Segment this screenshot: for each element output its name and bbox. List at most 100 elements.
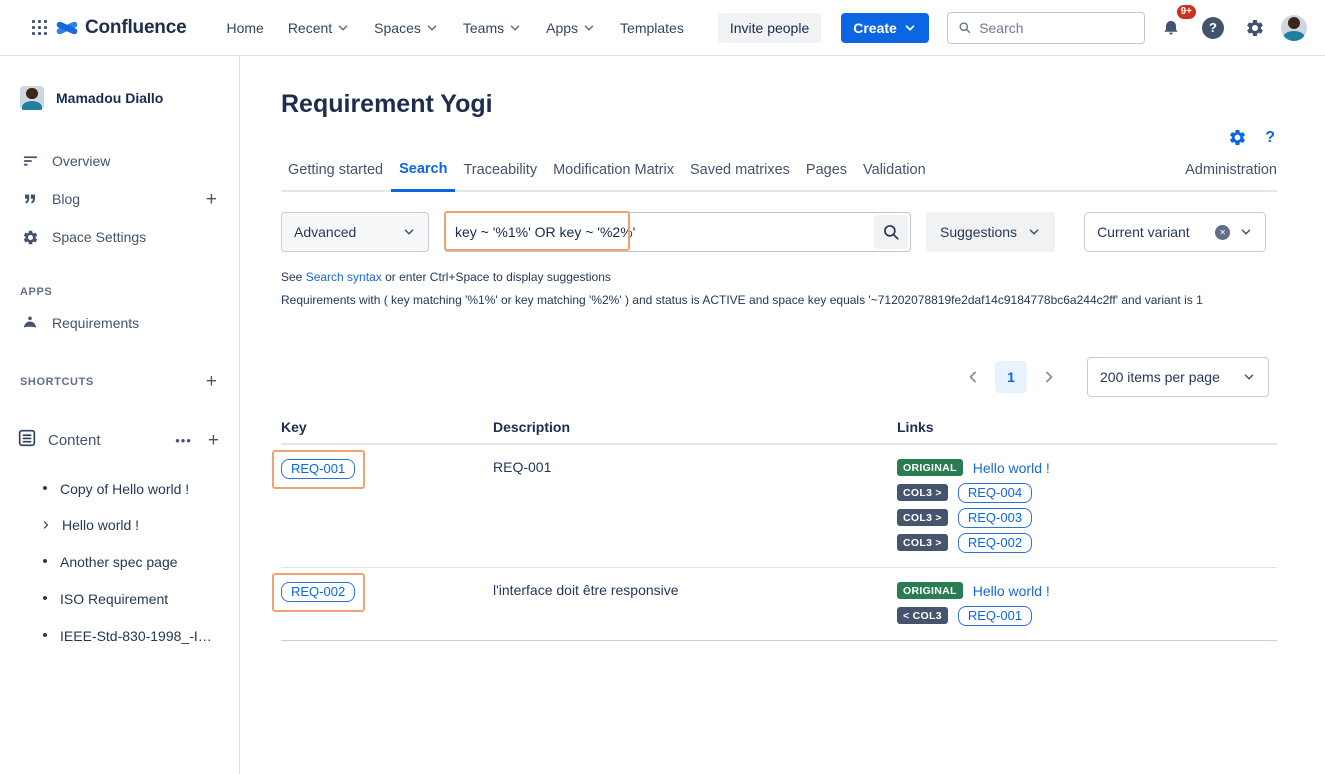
sidebar-item-space-settings[interactable]: Space Settings (0, 218, 239, 256)
user-avatar[interactable] (1281, 14, 1307, 41)
run-search-button[interactable] (874, 215, 908, 249)
requirement-link-lozenge[interactable]: REQ-004 (957, 482, 1033, 503)
tab-traceability[interactable]: Traceability (463, 162, 538, 178)
shortcuts-section-header: SHORTCUTS + (0, 366, 239, 397)
column-links: Links (897, 419, 934, 435)
bullet-icon: • (42, 480, 48, 497)
page-tree-item[interactable]: • Another spec page (0, 543, 239, 580)
column-key: Key (281, 419, 307, 435)
relation-badge: COL3 > (897, 484, 948, 501)
add-blog-button[interactable]: + (200, 190, 223, 209)
next-page-button[interactable] (1033, 361, 1065, 393)
tab-modification-matrix[interactable]: Modification Matrix (553, 162, 674, 178)
page-link[interactable]: Hello world ! (972, 459, 1050, 476)
confluence-mark-icon (56, 18, 78, 38)
bell-icon (1164, 20, 1178, 34)
table-row: REQ-002 l'interface doit être responsive… (271, 568, 1277, 641)
requirement-link-lozenge[interactable]: REQ-003 (957, 507, 1033, 528)
top-navigation-bar: Confluence Home Recent Spaces Teams Apps… (0, 0, 1325, 56)
add-shortcut-button[interactable]: + (200, 372, 223, 391)
requirement-link-lozenge[interactable]: REQ-001 (957, 605, 1033, 626)
sidebar-item-overview[interactable]: Overview (0, 142, 239, 180)
settings-button[interactable] (1239, 12, 1271, 44)
page-tree-item[interactable]: • IEEE-Std-830-1998_-I… (0, 617, 239, 654)
settings-gear-icon[interactable] (1228, 128, 1247, 147)
notification-count-badge: 9+ (1176, 4, 1196, 19)
page-tree-item[interactable]: Hello world ! (0, 507, 239, 543)
pagination: 1 200 items per page (281, 357, 1277, 397)
confluence-logo[interactable]: Confluence (56, 16, 187, 39)
clear-variant-icon[interactable]: ✕ (1215, 224, 1231, 240)
global-search-box[interactable] (947, 11, 1145, 44)
tab-getting-started[interactable]: Getting started (288, 162, 384, 178)
requirements-table: Key Description Links REQ-001 REQ-001 OR… (271, 419, 1277, 641)
content-more-button[interactable]: ••• (175, 433, 192, 448)
requirement-key-lozenge[interactable]: REQ-002 (271, 573, 366, 612)
page-tree-item[interactable]: • ISO Requirement (0, 580, 239, 617)
page-tree-item[interactable]: • Copy of Hello world ! (0, 470, 239, 507)
chevron-down-icon (404, 229, 414, 235)
original-badge: ORIGINAL (897, 582, 963, 599)
page-number-button[interactable]: 1 (995, 361, 1027, 393)
variant-select[interactable]: Current variant ✕ (1084, 212, 1267, 252)
tab-validation[interactable]: Validation (863, 162, 926, 178)
nav-spaces[interactable]: Spaces (364, 14, 449, 42)
global-nav: Home Recent Spaces Teams Apps Templates (216, 14, 693, 42)
tab-search[interactable]: Search (391, 161, 456, 192)
column-description: Description (493, 419, 571, 435)
nav-apps[interactable]: Apps (536, 14, 606, 42)
relation-badge: < COL3 (897, 607, 948, 624)
tab-administration[interactable]: Administration (1185, 162, 1277, 178)
chevron-down-icon (1241, 229, 1251, 235)
space-sidebar: Mamadou Diallo Overview Blog + Spac (0, 56, 240, 774)
page-link[interactable]: Hello world ! (972, 582, 1050, 599)
query-input-wrap (444, 211, 911, 252)
tab-saved-matrixes[interactable]: Saved matrixes (689, 162, 790, 178)
create-button[interactable]: Create (841, 12, 929, 43)
nav-teams[interactable]: Teams (453, 14, 532, 42)
query-input[interactable] (444, 212, 911, 252)
chevron-right-icon[interactable] (40, 519, 52, 531)
apps-section-header: APPS (20, 286, 53, 298)
gear-icon (20, 227, 40, 247)
confluence-wordmark: Confluence (85, 16, 187, 38)
yogi-icon (20, 313, 40, 333)
sidebar-item-requirements[interactable]: Requirements (0, 304, 239, 342)
requirement-description: REQ-001 (493, 459, 552, 475)
nav-home[interactable]: Home (216, 14, 273, 42)
app-grid-icon (25, 20, 40, 35)
help-button[interactable]: ? (1197, 12, 1229, 44)
requirement-description: l'interface doit être responsive (493, 582, 679, 598)
query-description: Requirements with ( key matching '%1%' o… (281, 293, 1203, 307)
page-tree: • Copy of Hello world ! Hello world ! • … (0, 470, 239, 654)
sidebar-item-blog[interactable]: Blog + (0, 180, 239, 218)
invite-people-button[interactable]: Invite people (717, 12, 822, 43)
page-size-select[interactable]: 200 items per page (1087, 357, 1269, 397)
requirement-key-lozenge[interactable]: REQ-001 (271, 450, 366, 489)
space-name: Mamadou Diallo (56, 90, 164, 106)
gear-icon (1247, 19, 1263, 36)
requirement-link-lozenge[interactable]: REQ-002 (957, 532, 1033, 553)
search-icon (884, 225, 899, 240)
help-link[interactable]: ? (1265, 128, 1275, 146)
quote-icon (20, 189, 40, 209)
app-switcher-button[interactable] (16, 12, 48, 44)
tab-pages[interactable]: Pages (805, 162, 848, 178)
search-syntax-link[interactable]: Search syntax (305, 270, 382, 284)
content-icon (16, 427, 38, 454)
overview-icon (20, 151, 40, 171)
search-mode-select[interactable]: Advanced (281, 212, 429, 252)
notifications-button[interactable]: 9+ (1155, 4, 1196, 44)
nav-recent[interactable]: Recent (278, 14, 360, 42)
nav-templates[interactable]: Templates (610, 14, 694, 42)
content-section-header[interactable]: Content ••• + (0, 419, 239, 462)
chevron-down-icon (584, 24, 594, 31)
add-page-button[interactable]: + (202, 431, 225, 450)
requirement-yogi-tabs: Getting started Search Traceability Modi… (281, 161, 1277, 192)
global-search-input[interactable] (979, 19, 1134, 36)
suggestions-select[interactable]: Suggestions (926, 212, 1056, 252)
bullet-icon: • (42, 553, 48, 570)
previous-page-button[interactable] (957, 361, 989, 393)
space-header[interactable]: Mamadou Diallo (0, 86, 239, 114)
relation-badge: COL3 > (897, 534, 948, 551)
